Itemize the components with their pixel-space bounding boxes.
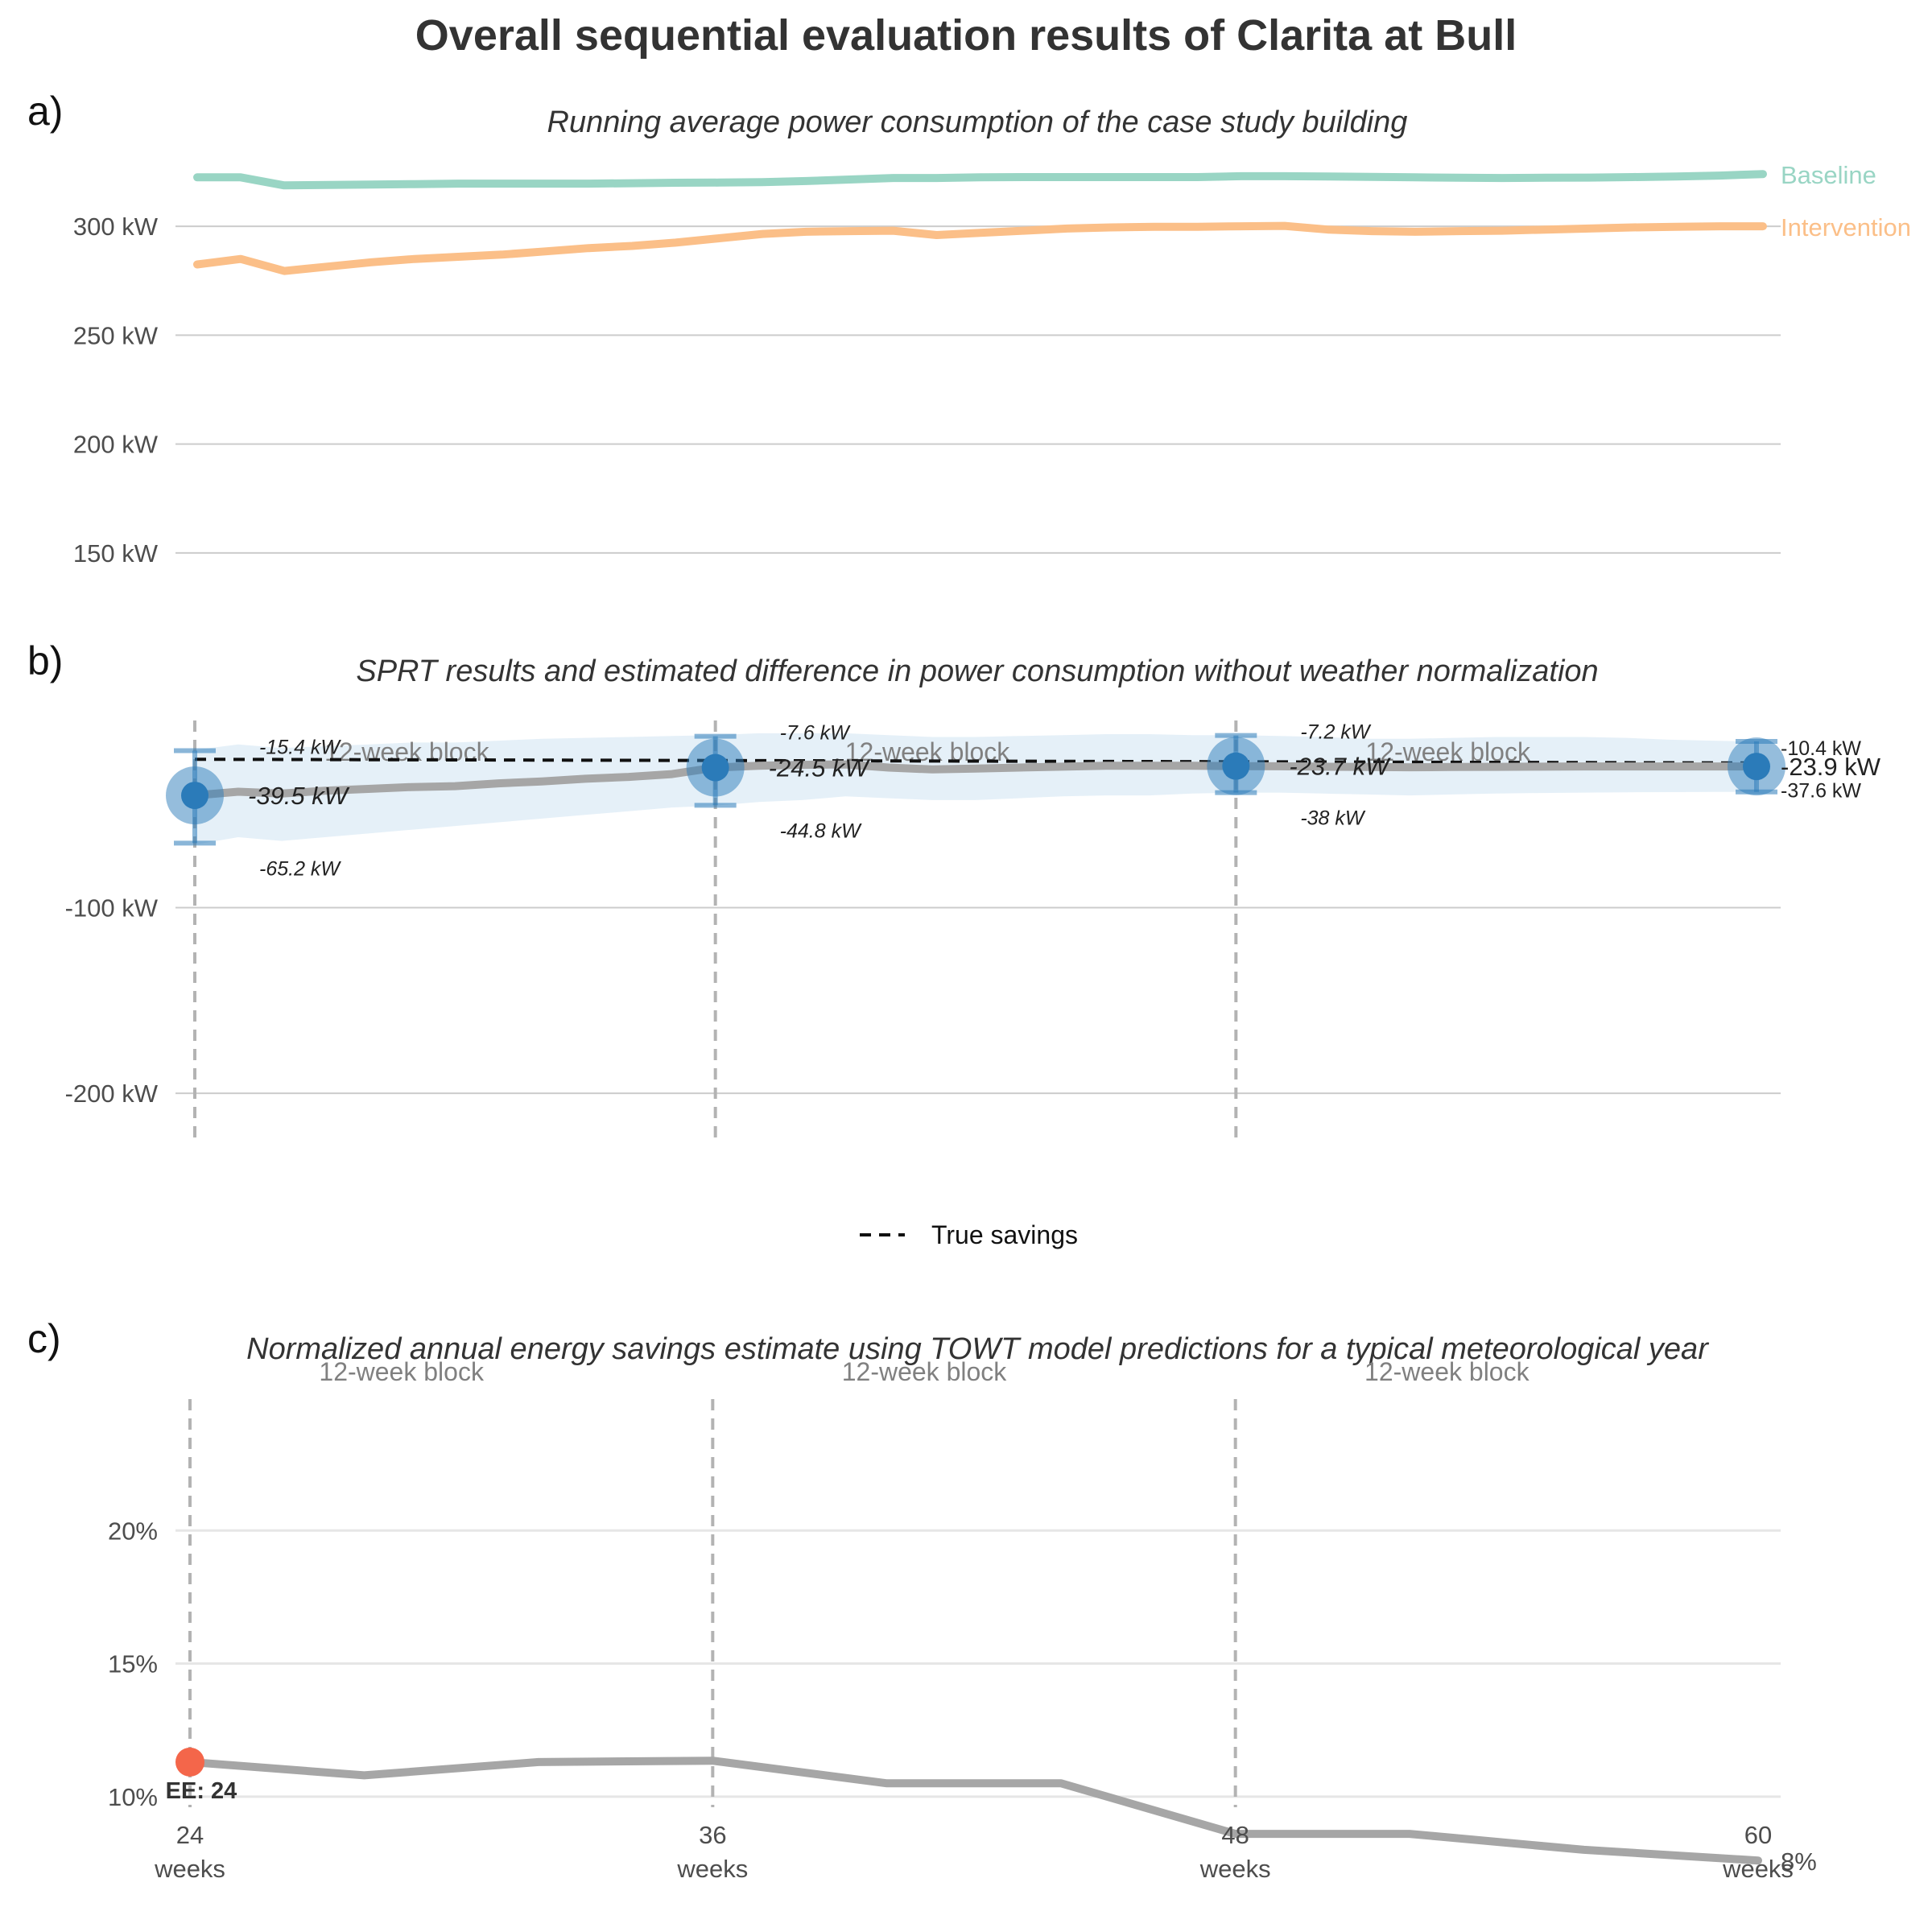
panel-c-block-label: 12-week block (1364, 1357, 1530, 1386)
panel-b-estimate-label: -39.5 kW (248, 782, 350, 810)
panel-b-true-savings (194, 758, 1757, 765)
panel-b-lower-label: -37.6 kW (1781, 780, 1861, 803)
panel-a-tag: a) (27, 89, 63, 134)
panel-b-estimate-label: -23.7 kW (1289, 753, 1391, 781)
panel-c-x-tick-label: 36 (699, 1821, 726, 1849)
panel-c-early-end-point (175, 1747, 204, 1777)
panel-b-legend: True savings (860, 1220, 1078, 1249)
panel-c-savings-line: 8% (186, 1757, 1817, 1876)
panel-c-y-tick-label: 10% (108, 1783, 158, 1811)
panel-b-difference-line (191, 760, 1761, 800)
panel-a-series-labels: Baseline Intervention (1781, 161, 1911, 242)
panel-b-checkpoints: -15.4 kW -39.5 kW -65.2 kW -7.6 kW -24.5 kW -… (166, 721, 1881, 880)
panel-c-tag: c) (27, 1316, 61, 1361)
panel-c-block-label: 12-week block (842, 1357, 1008, 1386)
panel-a-y-tick-label: 250 kW (73, 321, 159, 349)
panel-c-x-tick-unit: weeks (154, 1855, 225, 1883)
panel-a-gridlines (175, 225, 1781, 554)
panel-c-early-end-label: EE: 24 (166, 1778, 237, 1804)
panel-b-point (181, 782, 208, 810)
panel-b-block-labels: 12-week block 12-week block 12-week block (324, 737, 1531, 766)
panel-b-block-dividers (193, 720, 1238, 1143)
panel-c-end-label: 8% (1781, 1847, 1817, 1876)
panel-c-x-tick-label: 24 (176, 1821, 204, 1849)
panel-b-y-tick-label: -100 kW (65, 894, 159, 923)
panel-a-y-tick-label: 150 kW (73, 539, 159, 568)
panel-b-upper-label: -7.6 kW (780, 722, 852, 745)
panel-c-y-ticks: 10% 15% 20% (108, 1517, 158, 1811)
panel-c-block-label: 12-week block (319, 1357, 485, 1386)
panel-c-early-end: EE: 24 (166, 1747, 237, 1804)
panel-c-x-tick-unit: weeks (1722, 1855, 1794, 1883)
panel-b-lower-label: -44.8 kW (780, 819, 862, 842)
panel-c-block-labels: 12-week block 12-week block 12-week block (319, 1357, 1530, 1386)
panel-a-lines (193, 170, 1767, 275)
panel-c-x-tick-unit: weeks (676, 1855, 748, 1883)
panel-c-x-tick-label: 48 (1221, 1821, 1249, 1849)
panel-b-block-label: 12-week block (324, 737, 490, 766)
panel-c-gridlines (175, 1529, 1781, 1798)
panel-b-point (1743, 753, 1770, 781)
panel-b-block-label: 12-week block (1365, 737, 1531, 766)
panel-a-line-baseline (193, 170, 1767, 190)
panel-b-estimate-label: -24.5 kW (769, 754, 871, 782)
panel-b-lower-label: -65.2 kW (259, 857, 341, 880)
legend-true-savings-label: True savings (931, 1220, 1078, 1249)
panel-b-block-label: 12-week block (845, 737, 1011, 766)
panel-b-y-tick-label: -200 kW (65, 1080, 159, 1108)
panel-a-y-ticks: 150 kW 200 kW 250 kW 300 kW (73, 213, 159, 568)
panel-b-difference-path (191, 760, 1761, 800)
panel-b-title: SPRT results and estimated difference in… (356, 654, 1598, 688)
panel-b-tag: b) (27, 638, 63, 683)
panel-b-true-savings-line (194, 758, 1757, 765)
panel-a-label-baseline: Baseline (1781, 161, 1876, 189)
panel-b-upper-label: -15.4 kW (259, 737, 341, 759)
panel-c-y-tick-label: 15% (108, 1650, 158, 1678)
panel-c-x-ticks: 24 weeks 36 weeks 48 weeks 60 weeks (154, 1821, 1794, 1883)
panel-a-y-tick-label: 300 kW (73, 213, 159, 241)
panel-a: a) Running average power consumption of … (27, 89, 1911, 568)
panel-c-savings-path (186, 1757, 1762, 1865)
panel-c-y-tick-label: 20% (108, 1517, 158, 1545)
panel-b-y-ticks: -100 kW -200 kW (65, 894, 159, 1108)
panel-c-x-tick-unit: weeks (1199, 1855, 1271, 1883)
panel-a-y-tick-label: 200 kW (73, 431, 159, 459)
panel-a-title: Running average power consumption of the… (547, 105, 1408, 139)
panel-b-estimate-label: -23.9 kW (1781, 753, 1881, 781)
figure-title: Overall sequential evaluation results of… (415, 11, 1517, 60)
panel-a-label-intervention: Intervention (1781, 213, 1911, 242)
panel-b-point (1222, 752, 1250, 780)
panel-c-block-dividers (188, 1399, 1237, 1807)
panel-c-title: Normalized annual energy savings estimat… (246, 1332, 1709, 1366)
panel-b: b) SPRT results and estimated difference… (27, 638, 1881, 1249)
panel-b-point (701, 753, 729, 782)
panel-a-line-intervention (193, 221, 1767, 275)
panel-b-upper-label: -7.2 kW (1300, 721, 1372, 744)
panel-c: c) Normalized annual energy savings esti… (27, 1316, 1817, 1883)
panel-b-upper-label: -10.4 kW (1781, 737, 1861, 760)
panel-c-x-tick-label: 60 (1744, 1821, 1772, 1849)
panel-b-lower-label: -38 kW (1300, 807, 1366, 830)
panel-b-gridlines (175, 906, 1781, 1095)
